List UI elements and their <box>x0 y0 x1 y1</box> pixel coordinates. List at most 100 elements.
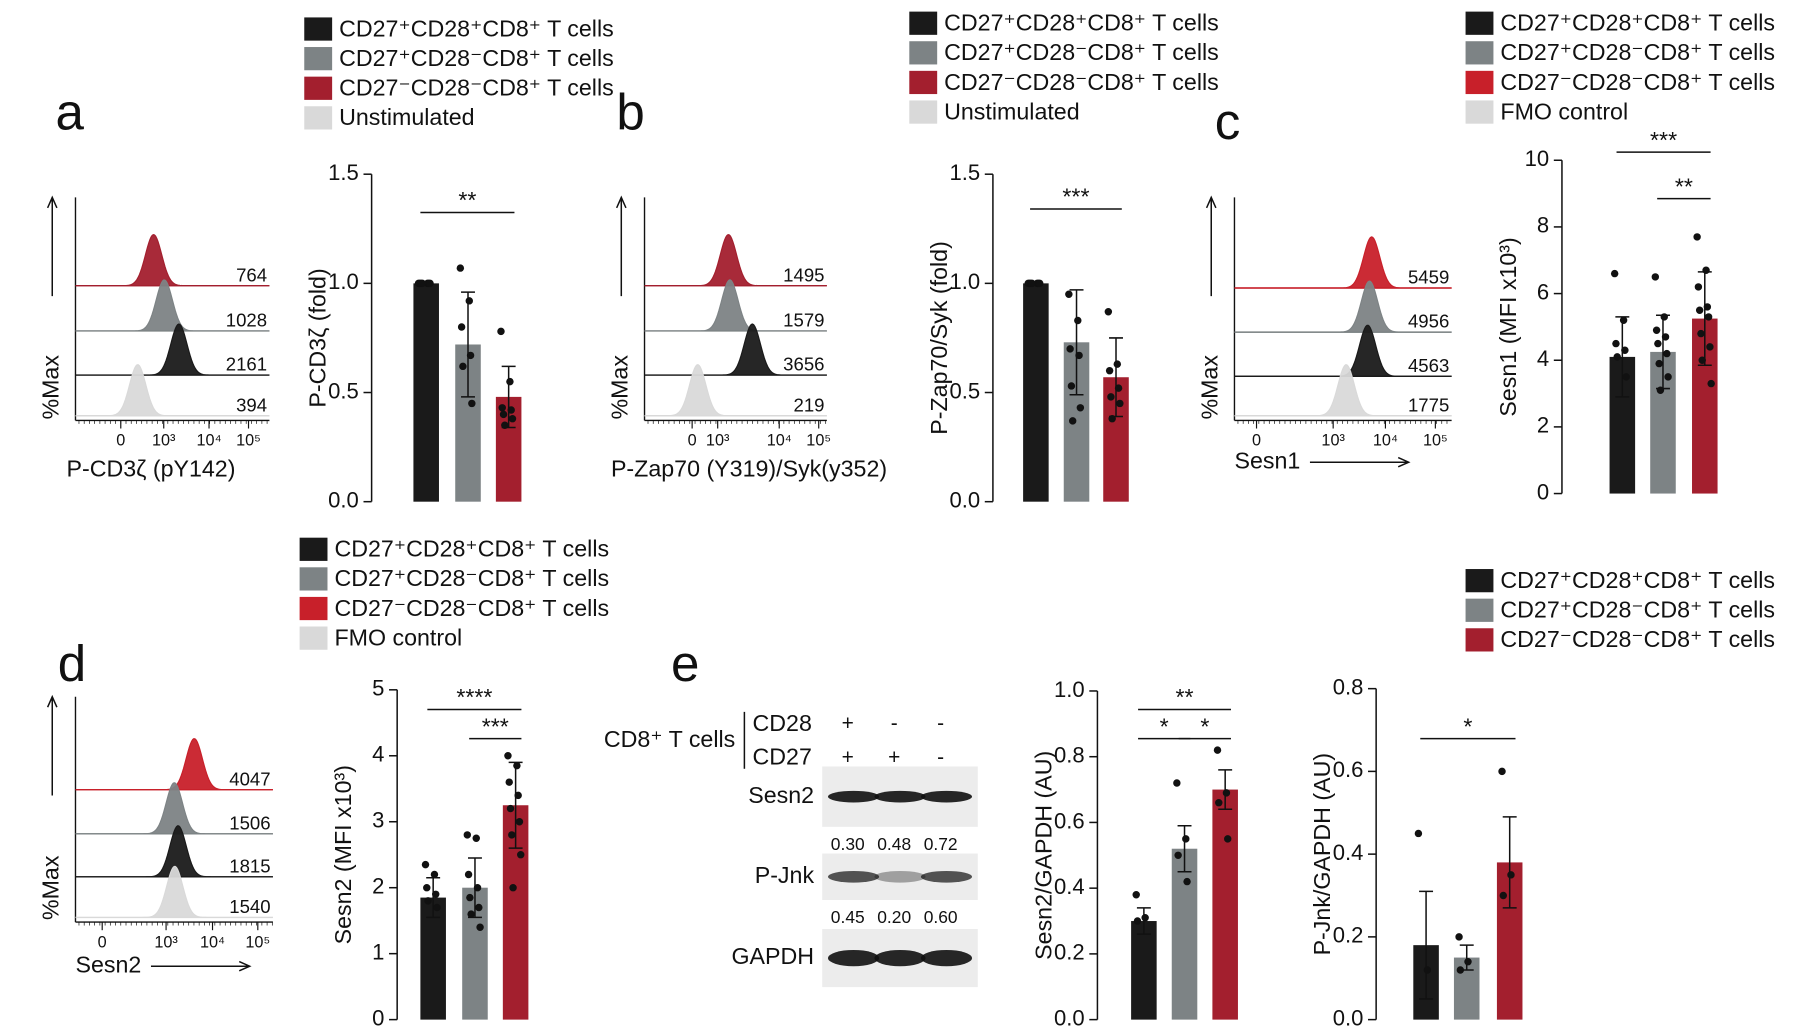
data-point <box>1656 386 1665 394</box>
data-point <box>473 883 482 892</box>
y-arrow-head <box>46 694 58 708</box>
blot-sign: + <box>842 746 854 769</box>
x-tick-label: 10³ <box>154 933 178 951</box>
blot-band <box>828 949 880 967</box>
data-point <box>1113 360 1122 368</box>
blot-sign: - <box>937 746 944 769</box>
blot-quant: 0.72 <box>924 834 958 854</box>
y-tick-label: 0.8 <box>1333 674 1364 699</box>
mfi-label: 5459 <box>1408 267 1449 288</box>
data-point <box>1613 353 1621 361</box>
data-point <box>1075 351 1083 360</box>
data-point <box>1174 851 1182 860</box>
data-point <box>1660 313 1668 321</box>
blot-header: CD8⁺ T cells <box>604 726 735 752</box>
y-tick-label: 0.6 <box>1333 757 1364 782</box>
legend-label: FMO control <box>1500 98 1628 124</box>
y-tick-label: 8 <box>1537 213 1549 238</box>
legend-swatch <box>909 100 938 124</box>
data-point <box>499 410 508 419</box>
data-point <box>418 279 427 288</box>
data-point <box>1141 914 1149 922</box>
data-point <box>1664 373 1672 381</box>
data-point <box>1035 279 1044 288</box>
legend-label: Unstimulated <box>944 98 1080 124</box>
y-tick-label: 0.0 <box>328 488 359 513</box>
error-bar <box>1502 816 1517 909</box>
blot-sign: + <box>842 712 854 735</box>
y-tick-label: 0.2 <box>1054 940 1085 965</box>
mfi-label: 1815 <box>229 855 270 876</box>
y-tick-label: 1 <box>372 939 384 964</box>
blot-quant: 0.48 <box>877 834 911 854</box>
panel-letter: c <box>1215 93 1241 150</box>
data-point <box>468 399 476 408</box>
y-tick-label: 10 <box>1525 146 1550 171</box>
data-point <box>1619 316 1628 324</box>
data-point <box>1105 366 1114 375</box>
y-tick-label: 0.0 <box>1333 1005 1364 1030</box>
legend-swatch <box>1465 70 1494 95</box>
blot-quant: 0.30 <box>831 834 865 854</box>
data-point <box>505 778 513 786</box>
mfi-label: 4956 <box>1408 311 1449 332</box>
x-tick-label: 10³ <box>706 432 730 450</box>
panel-letter: e <box>671 635 699 692</box>
mfi-label: 394 <box>236 394 267 415</box>
x-axis-label: Sesn2 <box>75 951 141 977</box>
x-axis-label: Sesn1 <box>1234 447 1300 473</box>
y-tick-label: 4 <box>1537 346 1549 371</box>
y-tick-label: 3 <box>372 808 384 833</box>
x-tick-label: 10⁴ <box>197 432 222 450</box>
legend-label: CD27⁻CD28⁻CD8⁺ T cells <box>339 75 614 101</box>
data-point <box>1414 829 1423 838</box>
x-axis-label: P-Zap70 (Y319)/Syk(y352) <box>611 455 887 481</box>
mfi-label: 4047 <box>229 768 270 789</box>
data-point <box>1028 279 1036 288</box>
y-tick-label: 0.4 <box>1054 874 1085 899</box>
blot-sign: - <box>937 712 944 735</box>
bar <box>1171 848 1198 1020</box>
legend-swatch <box>1465 100 1494 124</box>
data-point <box>1133 917 1142 925</box>
y-arrow-head <box>46 195 58 209</box>
data-point <box>1067 382 1076 390</box>
data-point <box>1114 384 1123 392</box>
data-point <box>1507 871 1515 879</box>
data-point <box>1661 333 1670 341</box>
bar <box>1023 283 1049 502</box>
y-tick-label: 0.8 <box>1054 743 1085 768</box>
legend-label: CD27⁺CD28⁺CD8⁺ T cells <box>944 10 1219 36</box>
figure-content: a CD27⁺CD28⁺CD8⁺ T cells CD27⁺CD28⁻CD8⁺ T … <box>37 10 1775 1030</box>
mfi-label: 2161 <box>226 354 267 375</box>
data-point <box>1222 789 1231 797</box>
data-point <box>1610 269 1619 278</box>
mfi-label: 1506 <box>229 812 270 833</box>
blot-band <box>828 790 880 803</box>
y-arrow-head <box>615 195 627 209</box>
legend-swatch <box>1465 41 1494 65</box>
bar <box>1212 789 1238 1020</box>
y-tick-label: 2 <box>372 874 384 899</box>
mfi-label: 219 <box>794 394 825 415</box>
data-point <box>432 890 440 899</box>
x-tick-label: 10⁵ <box>236 432 261 450</box>
y-tick-label: 0.5 <box>328 378 359 403</box>
mfi-label: 3656 <box>783 354 824 375</box>
data-point <box>1694 283 1703 291</box>
data-point <box>1707 379 1715 388</box>
x-arrow-head <box>238 960 252 972</box>
mfi-label: 1540 <box>229 896 270 917</box>
data-point <box>463 831 472 839</box>
blot-band <box>828 870 880 883</box>
legend-label: CD27⁺CD28⁻CD8⁺ T cells <box>1500 39 1775 65</box>
data-point <box>513 761 521 770</box>
y-axis-label: %Max <box>606 355 632 420</box>
legend-label: Unstimulated <box>339 104 475 130</box>
data-point <box>1116 399 1124 408</box>
blot-band <box>874 870 926 883</box>
data-point <box>517 851 525 859</box>
data-point <box>509 883 517 892</box>
x-tick-label: 10⁵ <box>245 933 270 951</box>
